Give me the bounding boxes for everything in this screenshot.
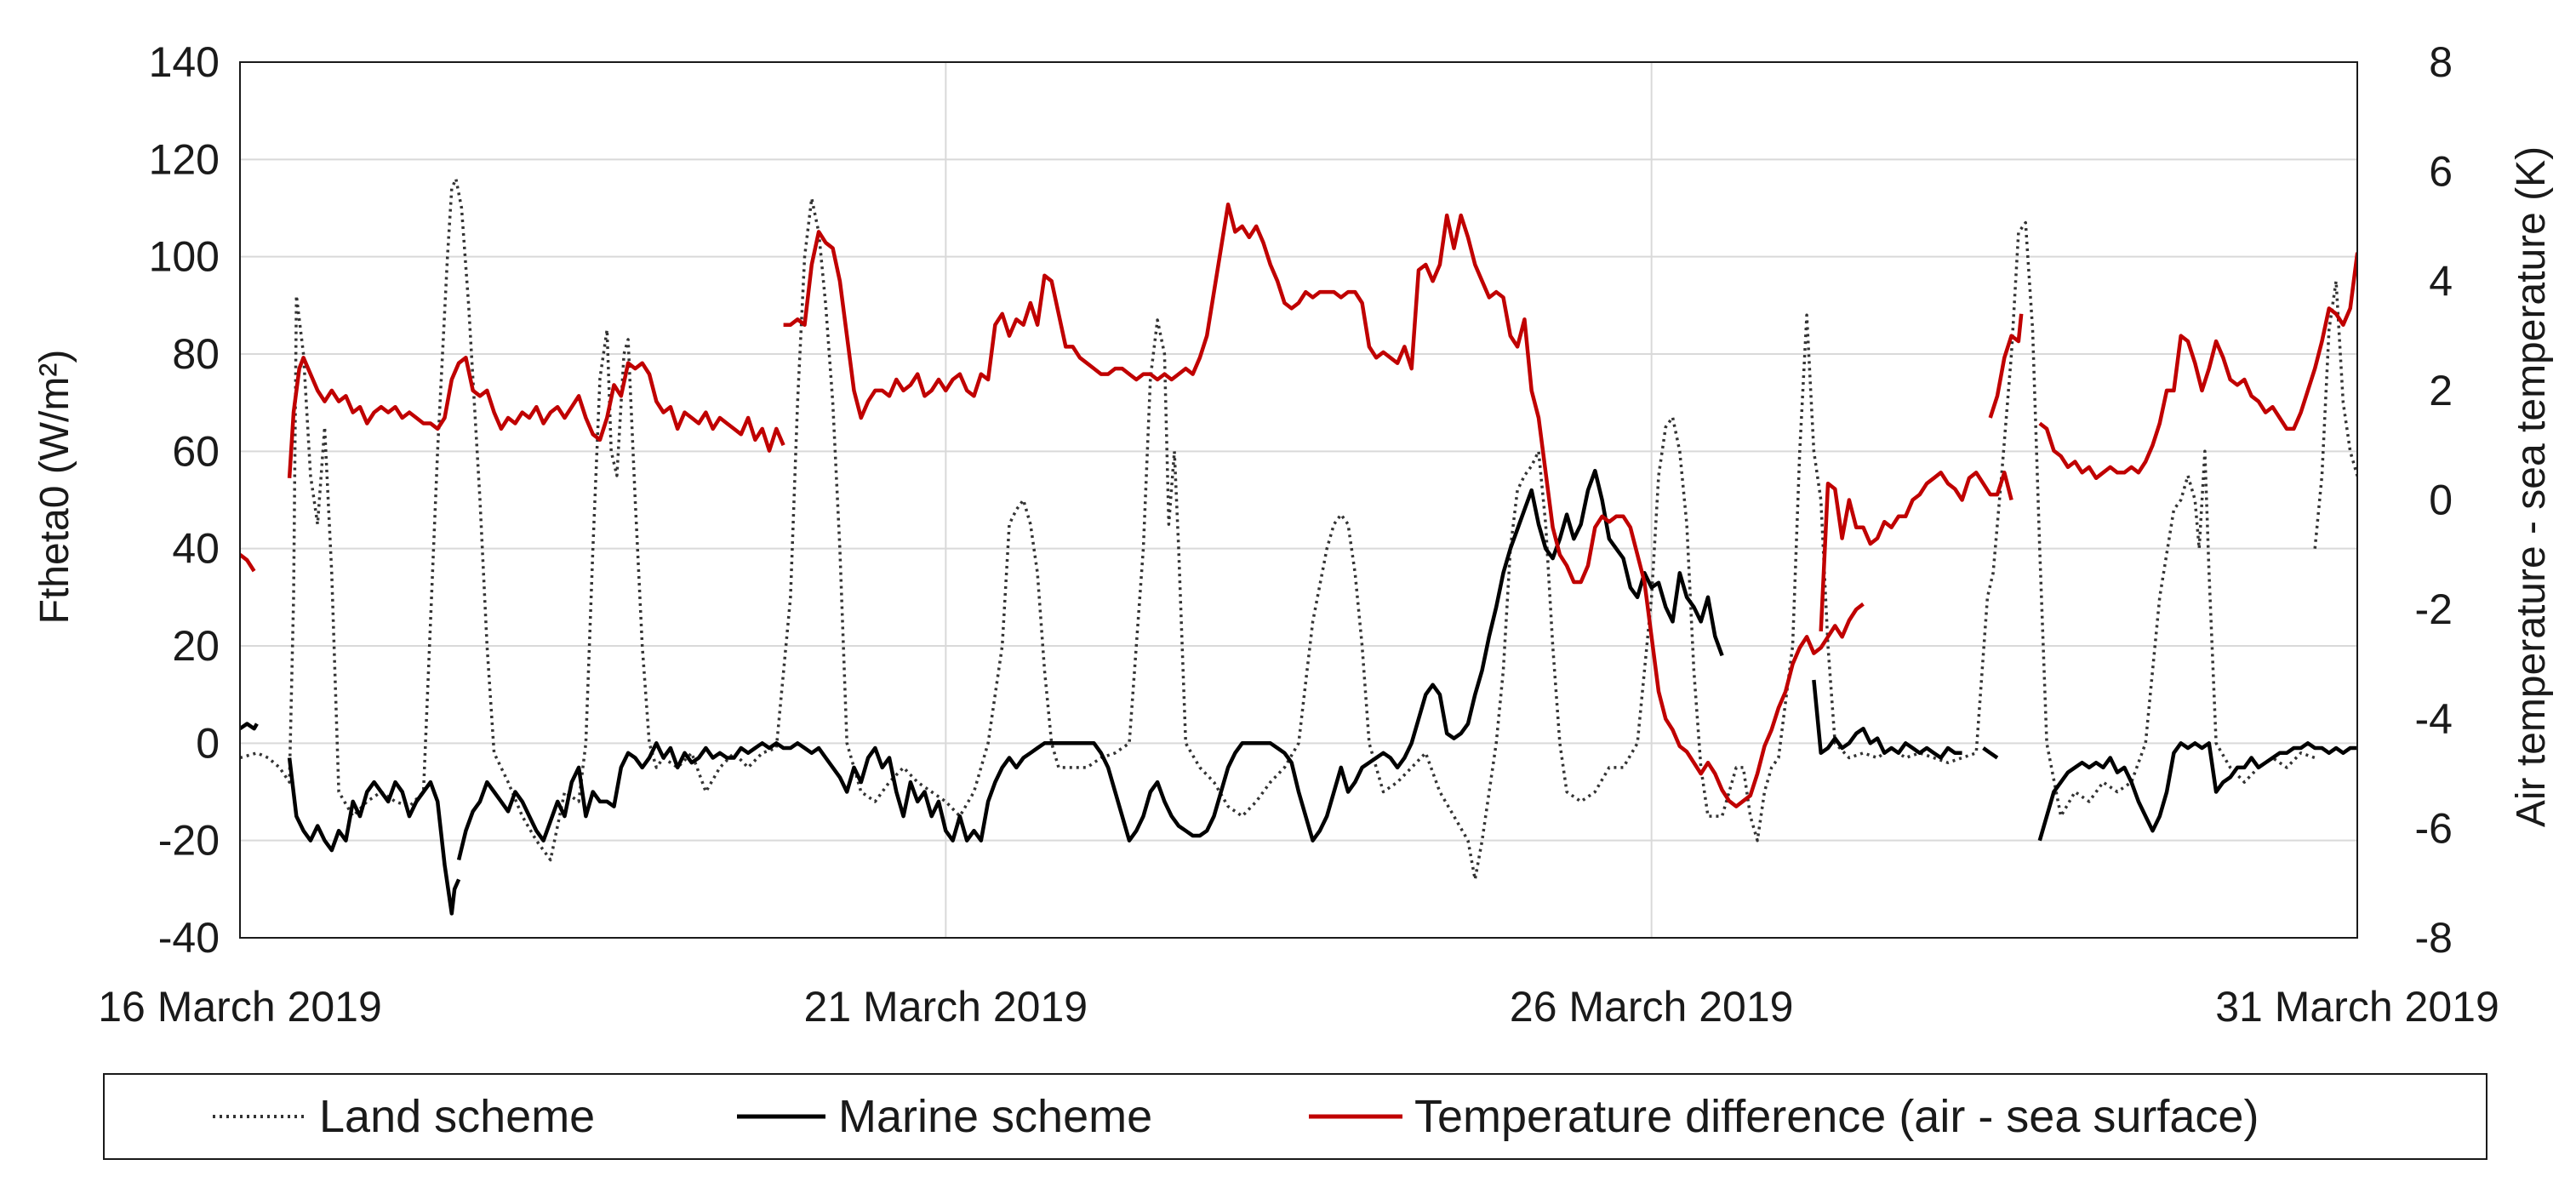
y-left-tick-label: 120 — [149, 135, 220, 183]
y-left-tick-label: 40 — [172, 525, 220, 573]
y-right-tick-label: -2 — [2415, 585, 2453, 633]
y-right-tick-label: 0 — [2429, 477, 2453, 524]
marine-scheme-line — [240, 722, 259, 731]
y-left-tick-label: 60 — [172, 427, 220, 475]
y-left-tick-label: -20 — [158, 817, 220, 865]
marine-scheme-line — [456, 468, 1724, 861]
y-left-tick-label: 140 — [149, 38, 220, 86]
y-left-tick-label: -40 — [158, 914, 220, 962]
legend-label-land: Land scheme — [319, 1091, 595, 1142]
legend: Land scheme Marine scheme Temperature di… — [103, 1073, 2487, 1160]
land-scheme-line — [240, 177, 2316, 882]
y-right-tick-label: 6 — [2429, 148, 2453, 196]
x-tick-label: 26 March 2019 — [1510, 983, 1794, 1031]
y-right-tick-label: -4 — [2415, 695, 2453, 743]
y-left-tick-label: 20 — [172, 622, 220, 670]
x-tick-label: 21 March 2019 — [804, 983, 1088, 1031]
y-left-tick-label: 0 — [196, 719, 220, 767]
y-right-axis-title: Air temperature - sea temperature (K) — [2509, 146, 2554, 827]
temperature-difference-line — [783, 202, 1865, 808]
y-right-tick-label: -8 — [2415, 914, 2453, 962]
ticks: -40-20020406080100120140-8-6-4-20246816 … — [98, 38, 2499, 1031]
y-right-tick-label: 8 — [2429, 38, 2453, 86]
x-tick-label: 31 March 2019 — [2215, 983, 2499, 1031]
temperature-difference-line — [1988, 313, 2024, 419]
legend-label-temperature: Temperature difference (air - sea surfac… — [1414, 1091, 2259, 1142]
marine-scheme-line — [1812, 679, 1962, 760]
series-layer — [240, 177, 2357, 916]
y-left-axis-title: Ftheta0 (W/m²) — [32, 350, 77, 625]
y-left-tick-label: 100 — [149, 233, 220, 281]
marine-scheme-line — [1982, 746, 1999, 760]
temperature-difference-line — [287, 356, 785, 478]
y-left-tick-label: 80 — [172, 330, 220, 378]
marine-scheme-line — [287, 757, 461, 916]
temperature-difference-line — [1819, 471, 2013, 632]
legend-label-marine: Marine scheme — [838, 1091, 1152, 1142]
plot-frame — [239, 61, 2358, 939]
temperature-difference-line — [2038, 251, 2357, 481]
marine-scheme-line — [2037, 741, 2357, 842]
y-right-tick-label: 2 — [2429, 367, 2453, 414]
y-right-tick-label: -6 — [2415, 804, 2453, 852]
legend-box — [103, 1073, 2487, 1160]
temperature-difference-line — [240, 553, 256, 573]
x-tick-label: 16 March 2019 — [98, 983, 382, 1031]
y-right-tick-label: 4 — [2429, 257, 2453, 305]
